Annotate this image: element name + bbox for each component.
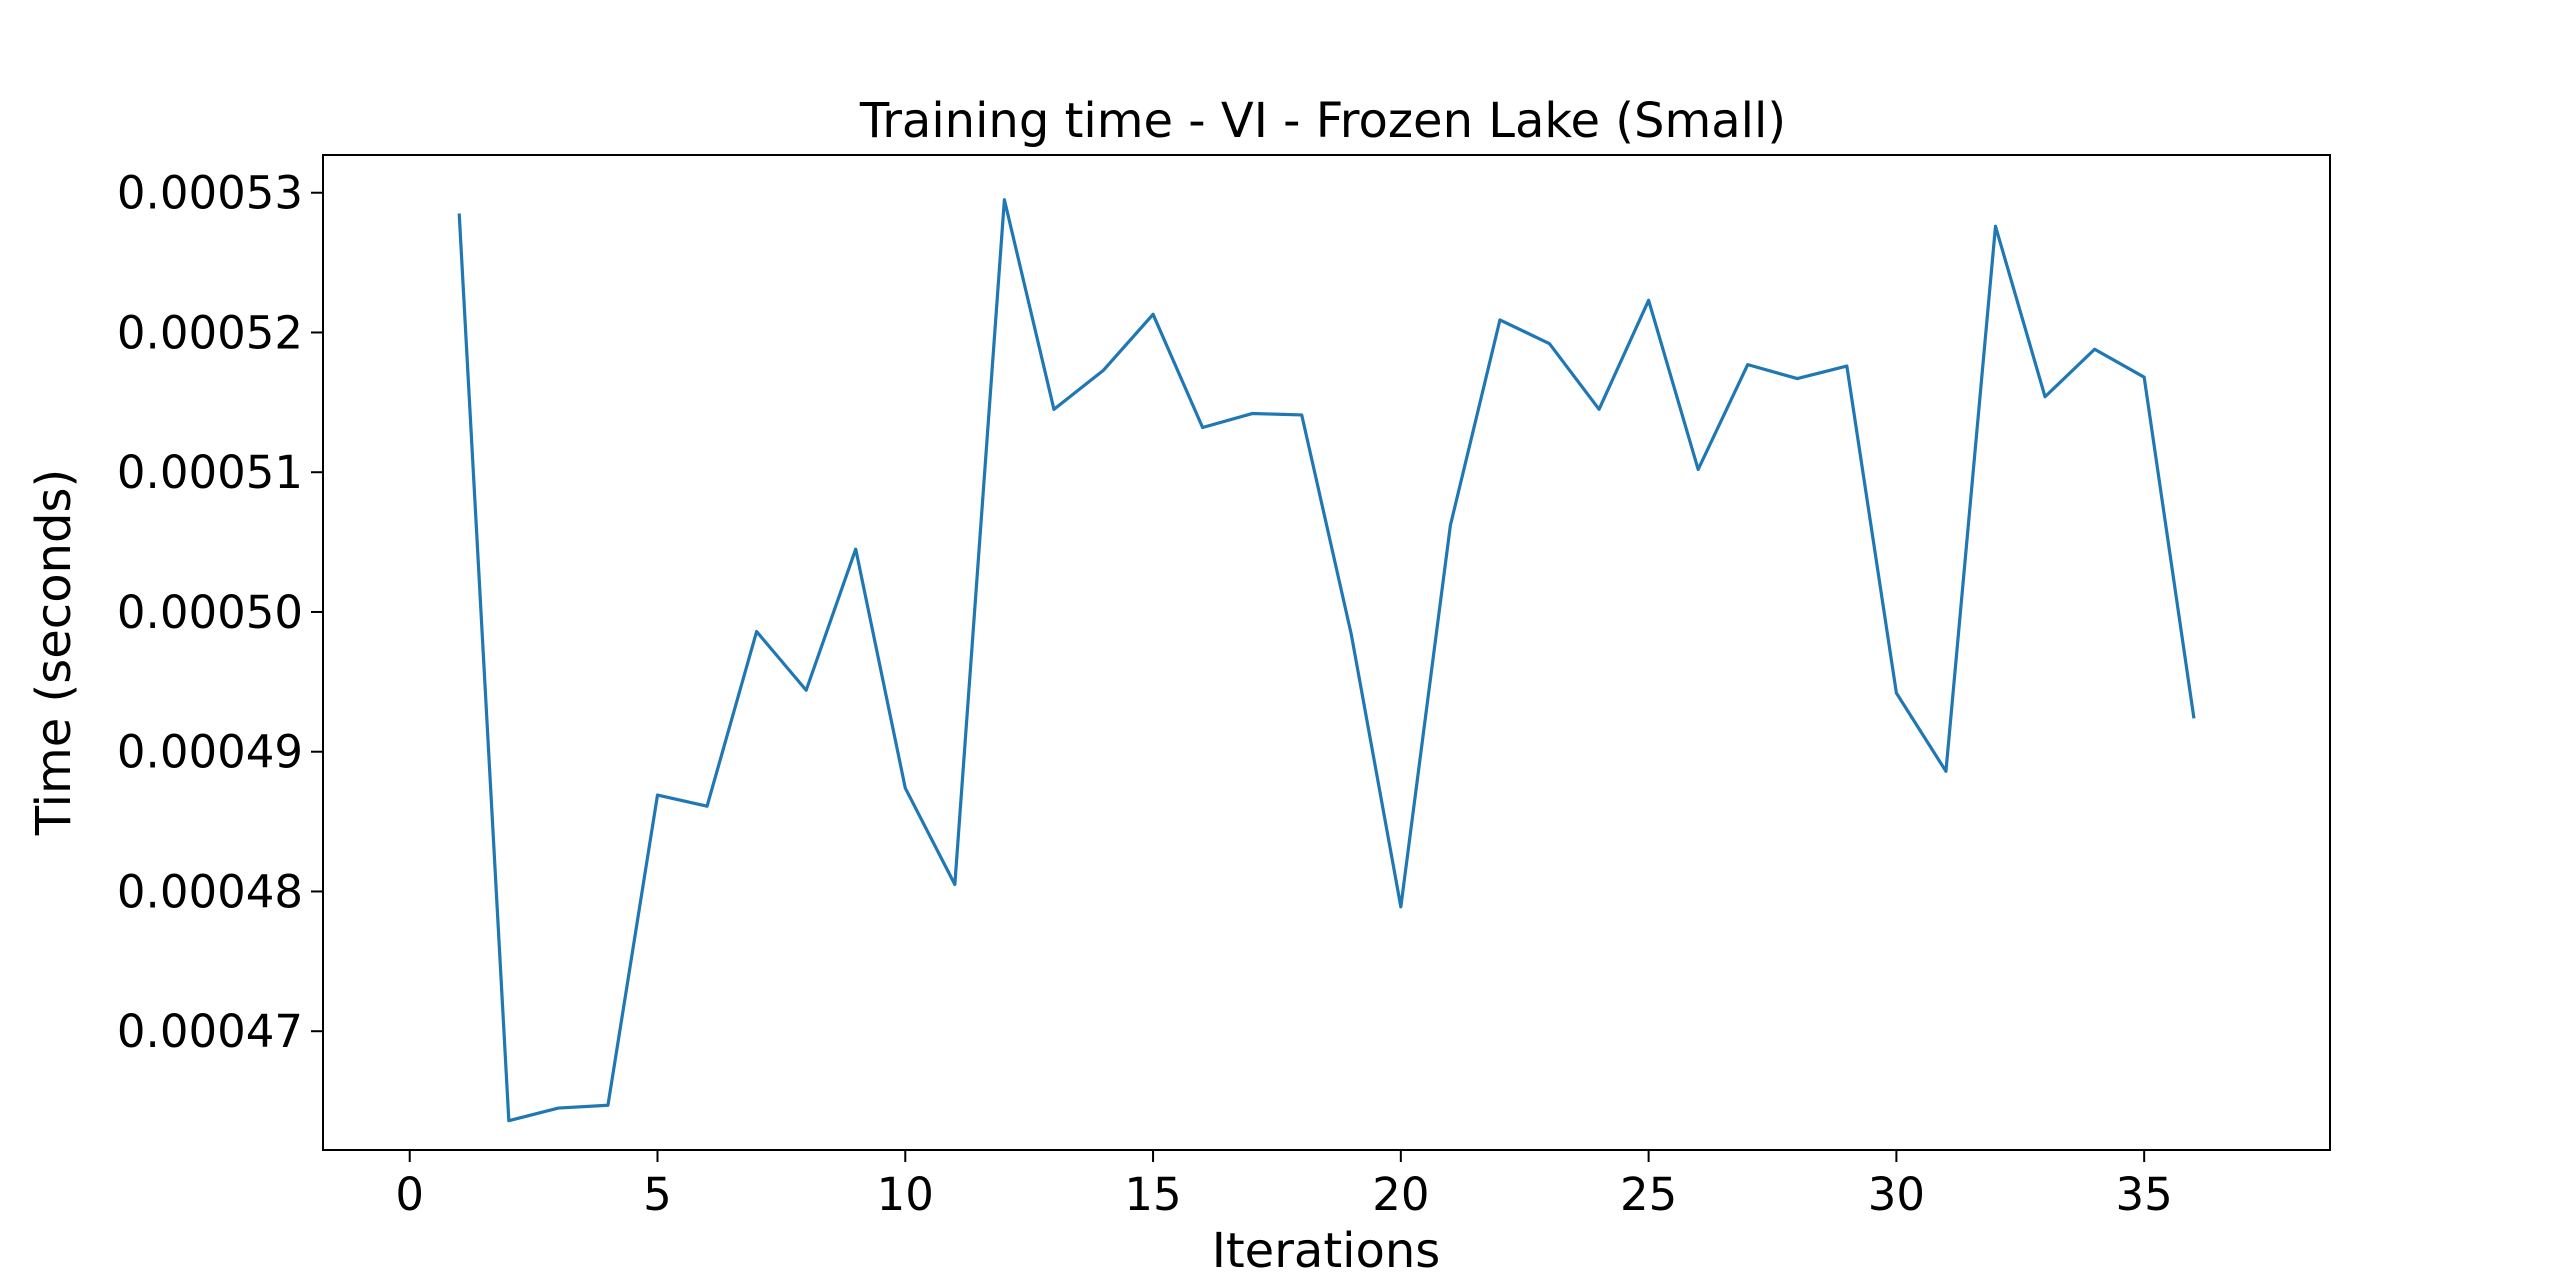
y-tick-label: 0.00053 [117, 167, 303, 220]
data-point [1794, 376, 1800, 382]
data-point [1844, 363, 1850, 369]
y-axis-title: Time (seconds) [26, 469, 82, 836]
y-tick-label: 0.00047 [117, 1005, 303, 1058]
y-tick-label: 0.00048 [117, 865, 303, 918]
y-tick-label: 0.00052 [117, 306, 303, 359]
data-point [506, 1118, 512, 1124]
data-point [2092, 346, 2098, 352]
data-point [1596, 406, 1602, 412]
data-point [1299, 412, 1305, 418]
data-point [456, 212, 462, 218]
data-point [853, 546, 859, 552]
data-point [1745, 362, 1751, 368]
chart-title: Training time - VI - Frozen Lake (Small) [859, 93, 1786, 149]
data-point [555, 1105, 561, 1111]
y-tick-label: 0.00050 [117, 586, 303, 639]
data-point [1001, 197, 1007, 203]
x-tick-label: 0 [395, 1168, 424, 1221]
series-line [457, 198, 2196, 1123]
data-point [803, 687, 809, 693]
data-point [605, 1102, 611, 1108]
data-point [1051, 406, 1057, 412]
data-point [1993, 223, 1999, 229]
x-tick-label: 25 [1620, 1168, 1677, 1221]
data-point [704, 803, 710, 809]
data-point [1893, 690, 1899, 696]
y-tick-label: 0.00051 [117, 446, 303, 499]
x-tick-label: 35 [2116, 1168, 2173, 1221]
x-axis-title: Iterations [1212, 1223, 1441, 1279]
data-point [1695, 466, 1701, 472]
data-point [754, 629, 760, 635]
data-point [1200, 425, 1206, 431]
data-point [655, 792, 661, 798]
data-point [1943, 768, 1949, 774]
data-point [1547, 341, 1553, 347]
x-axis: 0 5 10 15 20 25 30 35 [395, 1150, 2173, 1221]
x-tick-label: 20 [1372, 1168, 1429, 1221]
data-point [2191, 714, 2197, 720]
data-point [1447, 522, 1453, 528]
x-tick-label: 10 [877, 1168, 934, 1221]
data-point [1497, 317, 1503, 323]
data-point [1646, 297, 1652, 303]
x-tick-label: 30 [1868, 1168, 1925, 1221]
x-tick-label: 15 [1124, 1168, 1181, 1221]
data-point [952, 881, 958, 887]
data-point [1249, 411, 1255, 417]
data-point [902, 785, 908, 791]
plot-area-frame [322, 154, 2331, 1151]
data-point [1150, 311, 1156, 317]
data-point [2141, 374, 2147, 380]
data-point [1101, 367, 1107, 373]
data-point [1348, 631, 1354, 637]
data-point [2042, 394, 2048, 400]
y-axis: 0.00047 0.00048 0.00049 0.00050 0.00051 0.000… [117, 167, 323, 1058]
data-point [1398, 904, 1404, 910]
x-tick-label: 5 [643, 1168, 672, 1221]
y-tick-label: 0.00049 [117, 726, 303, 779]
